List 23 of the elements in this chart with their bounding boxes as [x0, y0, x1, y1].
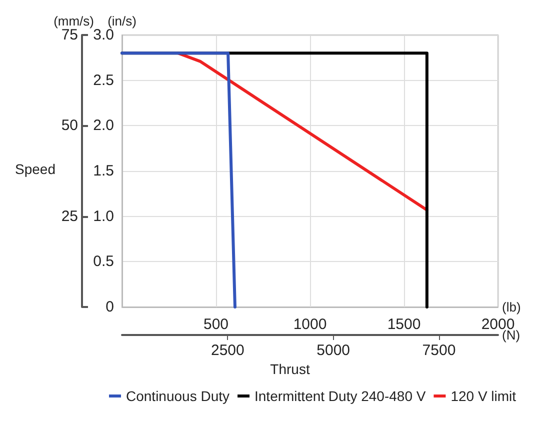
- legend-label: Intermittent Duty 240-480 V: [254, 388, 426, 404]
- y-tick-label: 2.5: [93, 72, 114, 89]
- y-tick-label: 0.5: [93, 253, 114, 270]
- x2-tick-label: 7500: [422, 342, 456, 359]
- y2-tick-label: 50: [61, 117, 78, 134]
- y2-tick-label: 25: [61, 208, 78, 225]
- y-tick-label: 1.0: [93, 208, 114, 225]
- legend-label: Continuous Duty: [126, 388, 230, 404]
- y-tick-label: 0: [106, 298, 114, 316]
- legend-label: 120 V limit: [450, 388, 516, 404]
- text: Speed: [15, 161, 56, 177]
- y2-axis-title: (mm/s): [54, 14, 94, 29]
- x-tick-label: 1500: [387, 316, 421, 333]
- y-axis-title: (in/s): [108, 14, 136, 29]
- y-tick-label: 2.0: [93, 117, 114, 134]
- x-tick-label: 500: [203, 316, 229, 333]
- x2-tick-label: 2500: [210, 342, 244, 359]
- x-tick-label: 1000: [293, 316, 327, 333]
- text: Thrust: [270, 361, 310, 377]
- y-tick-label: 1.5: [93, 162, 114, 180]
- x2-tick-label: 5000: [316, 342, 350, 359]
- y2-tick-label: 75: [61, 26, 78, 44]
- x-axis-title: (lb): [502, 300, 521, 314]
